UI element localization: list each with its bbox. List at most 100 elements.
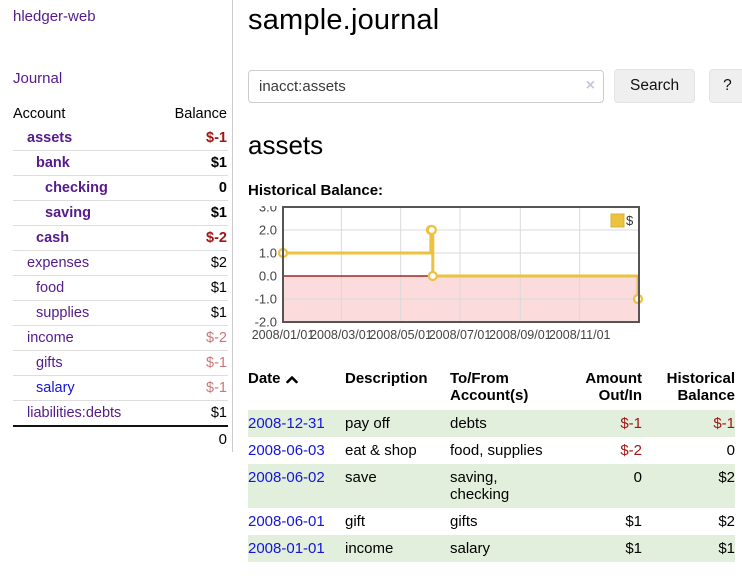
sidebar-account-link[interactable]: checking (45, 180, 108, 196)
clear-search-icon[interactable]: × (585, 76, 595, 94)
account-balance: $-2 (156, 325, 228, 351)
transaction-date-link[interactable]: 2008-06-02 (248, 469, 325, 486)
column-amount[interactable]: Amount Out/In (585, 370, 642, 404)
register-row: 2008-06-03 eat & shop food, supplies $-2… (248, 437, 735, 464)
transaction-date-link[interactable]: 2008-12-31 (248, 415, 325, 432)
chart-canvas: $3.0 2.0 1.0 0.0 -1.0 -2.02008/01/012008/03/0… (252, 200, 644, 342)
svg-text:$: $ (626, 213, 634, 228)
transaction-amount: $-1 (620, 415, 642, 432)
account-row: saving $1 (13, 200, 228, 226)
register-row: 2008-12-31 pay off debts $-1 $-1 (248, 410, 735, 437)
help-button[interactable]: ? (709, 69, 742, 103)
transaction-description: pay off (345, 415, 390, 432)
account-row: salary $-1 (13, 375, 228, 401)
accounts-table: Account Balance assets $-1 bank $1 check… (13, 102, 228, 452)
transaction-accounts: saving, checking (450, 469, 510, 503)
transaction-description: save (345, 469, 377, 486)
account-balance: $1 (156, 300, 228, 326)
transaction-accounts: debts (450, 415, 487, 432)
account-row: expenses $2 (13, 250, 228, 276)
transaction-description: eat & shop (345, 442, 417, 459)
account-balance: $-1 (206, 130, 227, 146)
transaction-balance: $-1 (713, 415, 735, 432)
accounts-total-row: 0 (13, 425, 228, 452)
chart-label: Historical Balance: (248, 182, 384, 199)
account-balance: $1 (156, 400, 228, 426)
sidebar-account-link[interactable]: liabilities:debts (27, 405, 122, 421)
account-balance: $-2 (156, 225, 228, 251)
sidebar-account-link[interactable]: supplies (36, 305, 90, 321)
transaction-amount: 0 (633, 469, 642, 486)
transaction-description: gift (345, 513, 366, 530)
page-title: sample.journal (248, 4, 440, 36)
transaction-balance: $2 (718, 513, 735, 530)
sidebar-account-link[interactable]: assets (27, 130, 73, 146)
account-balance: $1 (156, 150, 228, 176)
page: hledger-web Journal Account Balance asse… (0, 0, 742, 562)
search-bar: × Search ? (248, 69, 742, 103)
transaction-date-link[interactable]: 2008-06-01 (248, 513, 325, 530)
accounts-header-balance: Balance (174, 106, 227, 122)
account-row: gifts $-1 (13, 350, 228, 376)
accounts-header-account: Account (13, 106, 66, 122)
svg-text:2008/05/01: 2008/05/01 (369, 328, 432, 342)
account-row: food $1 (13, 275, 228, 301)
accounts-header-row: Account Balance (13, 102, 228, 126)
sidebar-account-link[interactable]: cash (36, 230, 70, 246)
account-balance: $-1 (156, 350, 228, 376)
account-row: supplies $1 (13, 300, 228, 326)
register-row: 2008-01-01 income salary $1 $1 (248, 535, 735, 562)
account-balance: 0 (156, 175, 228, 201)
search-input[interactable] (248, 69, 604, 103)
main-content: sample.journal × Search ? assets Histori… (233, 0, 742, 562)
sort-ascending-icon (285, 371, 298, 388)
register-header-row: Date Description To/From Account(s) Amou… (248, 368, 735, 410)
register-row: 2008-06-02 save saving, checking 0 $2 (248, 464, 735, 508)
column-description[interactable]: Description (345, 370, 428, 387)
sidebar-account-link[interactable]: food (36, 280, 65, 296)
account-row: bank $1 (13, 150, 228, 176)
sidebar: hledger-web Journal Account Balance asse… (0, 0, 233, 452)
transaction-amount: $1 (625, 540, 642, 557)
register-row: 2008-06-01 gift gifts $1 $2 (248, 508, 735, 535)
sidebar-account-link[interactable]: salary (36, 380, 75, 396)
account-row: assets $-1 (13, 126, 228, 151)
svg-text:1.0: 1.0 (259, 246, 277, 261)
sidebar-account-link[interactable]: income (27, 330, 74, 346)
account-row: cash $-2 (13, 225, 228, 251)
svg-text:2008/03/01: 2008/03/01 (310, 328, 373, 342)
svg-text:-2.0: -2.0 (255, 315, 277, 330)
svg-text:-1.0: -1.0 (255, 292, 277, 307)
column-accounts[interactable]: To/From Account(s) (450, 370, 529, 404)
svg-text:2008/01/01: 2008/01/01 (252, 328, 315, 342)
transaction-date-link[interactable]: 2008-06-03 (248, 442, 325, 459)
transaction-balance: $1 (718, 540, 735, 557)
svg-text:2008/09/01: 2008/09/01 (489, 328, 552, 342)
account-balance: $-1 (156, 375, 228, 401)
transaction-balance: $2 (718, 469, 735, 486)
account-balance: $1 (156, 200, 228, 226)
sidebar-item-journal[interactable]: Journal (13, 70, 63, 87)
sidebar-account-link[interactable]: expenses (27, 255, 90, 271)
register-table: Date Description To/From Account(s) Amou… (248, 368, 735, 562)
sidebar-account-link[interactable]: gifts (36, 355, 63, 371)
search-button[interactable]: Search (614, 69, 696, 103)
sidebar-account-link[interactable]: bank (36, 155, 70, 171)
transaction-date-link[interactable]: 2008-01-01 (248, 540, 325, 557)
account-balance: $1 (156, 275, 228, 301)
column-date[interactable]: Date (248, 368, 345, 410)
svg-text:2008/11/01: 2008/11/01 (549, 328, 611, 342)
svg-text:0.0: 0.0 (259, 269, 277, 284)
transaction-description: income (345, 540, 394, 557)
sidebar-account-link[interactable]: saving (45, 205, 91, 221)
account-title: assets (248, 130, 324, 160)
app-title-link[interactable]: hledger-web (13, 8, 96, 25)
transaction-accounts: food, supplies (450, 442, 543, 459)
svg-text:2.0: 2.0 (259, 223, 277, 238)
svg-text:3.0: 3.0 (259, 206, 277, 215)
historical-balance-chart: $3.0 2.0 1.0 0.0 -1.0 -2.0 2008/01/01 2008/03/0… (248, 200, 648, 352)
account-row: liabilities:debts $1 (13, 400, 228, 426)
account-row: income $-2 (13, 325, 228, 351)
column-balance[interactable]: Historical Balance (666, 370, 735, 404)
transaction-accounts: gifts (450, 513, 478, 530)
